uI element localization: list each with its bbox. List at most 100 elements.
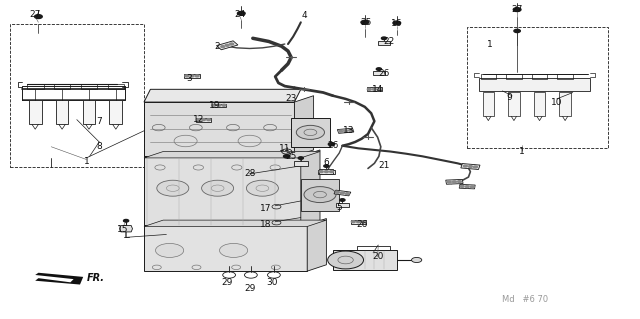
Circle shape xyxy=(221,46,225,48)
Polygon shape xyxy=(461,164,480,169)
Text: 30: 30 xyxy=(266,278,278,287)
Circle shape xyxy=(298,157,303,160)
Text: 25: 25 xyxy=(285,152,297,161)
Bar xyxy=(532,74,547,79)
Circle shape xyxy=(393,21,401,25)
Bar xyxy=(467,27,608,148)
Bar xyxy=(479,78,590,91)
Circle shape xyxy=(346,193,349,195)
Bar xyxy=(483,92,494,116)
Polygon shape xyxy=(144,89,301,102)
Polygon shape xyxy=(337,128,354,133)
Circle shape xyxy=(458,181,461,182)
Circle shape xyxy=(330,171,333,173)
Polygon shape xyxy=(367,87,382,91)
Circle shape xyxy=(196,119,200,121)
Bar xyxy=(534,92,545,116)
Bar xyxy=(508,92,520,116)
Bar xyxy=(81,84,97,89)
Circle shape xyxy=(220,243,248,257)
Polygon shape xyxy=(196,118,211,122)
Polygon shape xyxy=(333,250,397,270)
Bar xyxy=(481,74,496,79)
Text: 24: 24 xyxy=(234,10,246,19)
Circle shape xyxy=(304,187,336,203)
Polygon shape xyxy=(445,179,463,184)
Circle shape xyxy=(237,11,245,15)
Polygon shape xyxy=(318,170,335,174)
Bar xyxy=(506,74,522,79)
Circle shape xyxy=(468,166,472,167)
Bar xyxy=(108,84,124,89)
Text: 18: 18 xyxy=(260,220,271,229)
Text: 27: 27 xyxy=(511,5,523,14)
Text: 12: 12 xyxy=(193,115,204,124)
Circle shape xyxy=(35,15,42,19)
Text: 26: 26 xyxy=(327,141,339,150)
Text: 2: 2 xyxy=(215,42,220,51)
Bar xyxy=(29,100,42,124)
Polygon shape xyxy=(120,226,132,232)
Bar xyxy=(27,84,44,89)
Circle shape xyxy=(246,180,278,196)
Bar xyxy=(373,71,385,75)
Text: 7: 7 xyxy=(97,117,102,126)
Circle shape xyxy=(195,75,199,77)
Text: 14: 14 xyxy=(372,85,383,94)
Bar xyxy=(83,100,95,124)
Circle shape xyxy=(284,155,290,158)
Text: 3: 3 xyxy=(186,74,191,83)
Bar xyxy=(559,92,571,116)
Text: Md   #6 70: Md #6 70 xyxy=(502,295,548,304)
Circle shape xyxy=(328,251,364,269)
Circle shape xyxy=(412,257,422,263)
Circle shape xyxy=(340,199,345,201)
Circle shape xyxy=(463,165,467,167)
Text: 25: 25 xyxy=(360,18,372,27)
Circle shape xyxy=(367,88,371,90)
Polygon shape xyxy=(212,103,226,107)
Circle shape xyxy=(207,119,211,121)
Bar xyxy=(336,203,349,207)
Circle shape xyxy=(335,191,339,193)
Circle shape xyxy=(344,130,348,132)
Circle shape xyxy=(465,186,469,188)
Circle shape xyxy=(328,143,335,146)
Circle shape xyxy=(514,29,520,33)
Circle shape xyxy=(217,104,221,106)
Polygon shape xyxy=(144,220,326,226)
Circle shape xyxy=(349,130,353,131)
Text: 15: 15 xyxy=(117,225,129,234)
Circle shape xyxy=(447,181,451,183)
Bar xyxy=(319,169,333,174)
Circle shape xyxy=(202,180,234,196)
Text: 4: 4 xyxy=(301,11,307,20)
Text: 6: 6 xyxy=(324,158,329,167)
Bar xyxy=(54,84,70,89)
Circle shape xyxy=(340,192,344,194)
Text: 11: 11 xyxy=(279,144,291,153)
Circle shape xyxy=(470,186,474,188)
Circle shape xyxy=(324,165,329,167)
Text: 29: 29 xyxy=(244,284,255,293)
Polygon shape xyxy=(294,96,314,156)
Text: 16: 16 xyxy=(391,19,403,28)
Polygon shape xyxy=(460,184,475,189)
Polygon shape xyxy=(184,74,200,78)
Text: 28: 28 xyxy=(244,169,255,178)
Text: 9: 9 xyxy=(506,93,511,102)
Text: 27: 27 xyxy=(29,10,41,19)
Text: 1: 1 xyxy=(84,157,89,166)
Bar xyxy=(291,118,330,147)
Text: 19: 19 xyxy=(209,101,220,110)
Circle shape xyxy=(513,8,521,11)
Circle shape xyxy=(222,104,226,106)
Circle shape xyxy=(202,119,205,121)
Text: 5: 5 xyxy=(337,203,342,212)
Circle shape xyxy=(356,221,360,223)
Circle shape xyxy=(190,75,194,77)
Circle shape xyxy=(296,125,324,139)
Text: 26: 26 xyxy=(378,69,390,78)
Polygon shape xyxy=(144,152,320,158)
Circle shape xyxy=(157,180,189,196)
